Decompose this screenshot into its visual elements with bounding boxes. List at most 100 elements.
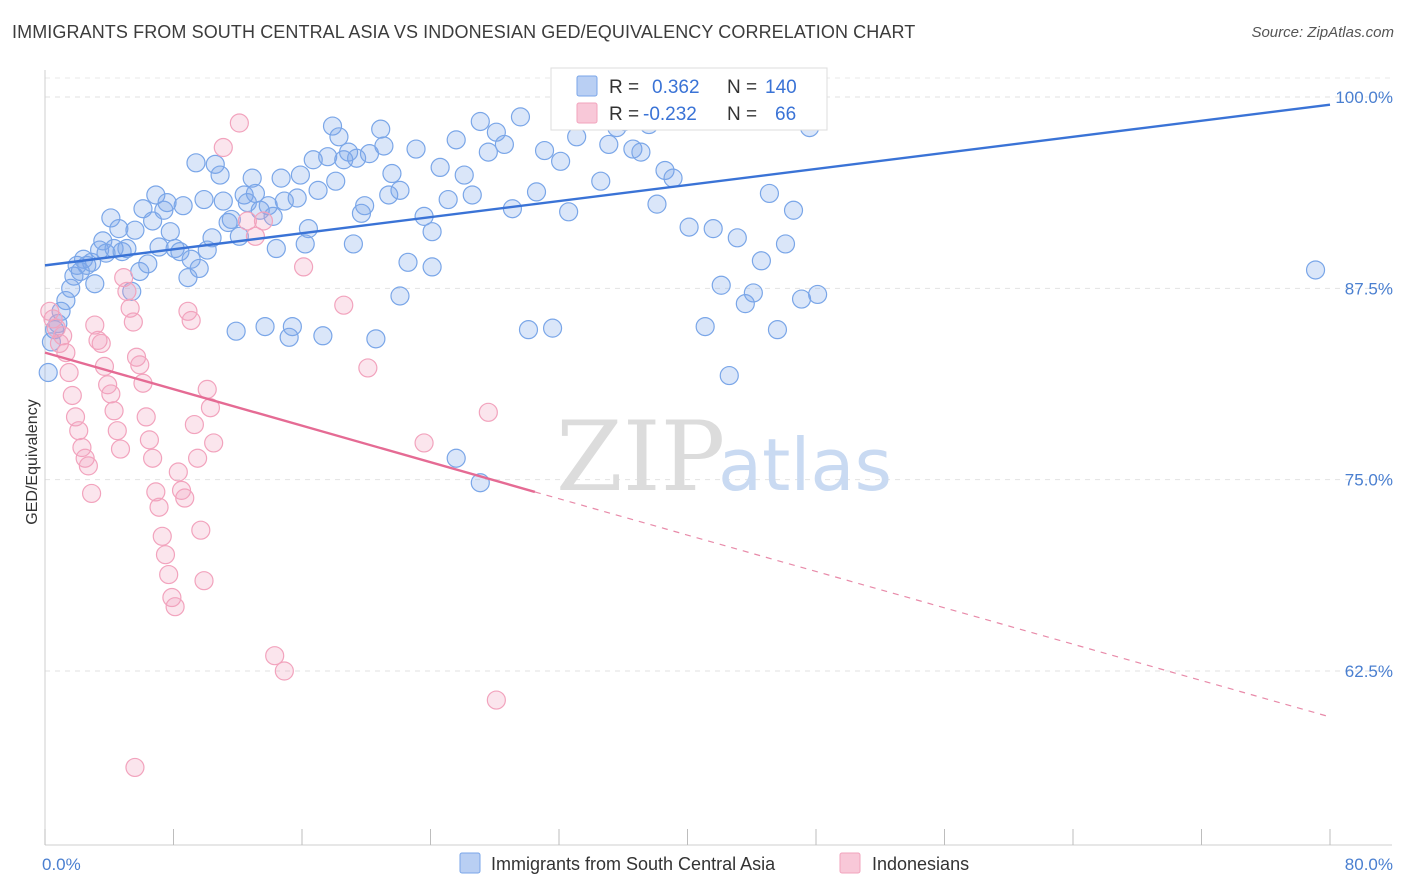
tick-labels: 100.0% 87.5% 75.0% 62.5% 0.0% 80.0%: [42, 88, 1393, 874]
point-pink-31: [139, 430, 160, 450]
trend-line-pink-dashed: [534, 491, 1331, 718]
chart-title: IMMIGRANTS FROM SOUTH CENTRAL ASIA VS IN…: [12, 22, 916, 42]
point-blue-127: [719, 365, 739, 386]
point-pink-42: [175, 488, 195, 508]
legend-n-value-1: 140: [765, 77, 797, 98]
point-pink-35: [152, 526, 172, 546]
legend-r-label-1: R =: [609, 77, 639, 98]
point-blue-124: [695, 317, 715, 337]
point-pink-21: [107, 421, 127, 441]
point-blue-107: [559, 202, 579, 222]
point-pink-26: [123, 312, 143, 332]
point-blue-102: [518, 320, 539, 340]
point-pink-40: [168, 462, 188, 482]
point-blue-136: [791, 289, 812, 309]
bottom-legend-swatch-pink: [839, 852, 861, 874]
point-pink-48: [194, 571, 214, 591]
point-blue-42: [202, 228, 222, 248]
point-blue-76: [343, 234, 363, 254]
point-pink-6: [59, 362, 79, 383]
point-pink-65: [125, 757, 145, 778]
point-blue-97: [478, 142, 498, 162]
point-blue-17: [101, 208, 121, 228]
point-blue-38: [186, 153, 206, 173]
point-pink-39: [165, 597, 185, 617]
x-tick-label-1: 80.0%: [1345, 855, 1393, 874]
point-blue-138: [808, 284, 828, 305]
point-blue-48: [226, 321, 246, 341]
y-axis-label: GED/Equivalency: [24, 399, 41, 524]
point-blue-91: [430, 157, 450, 178]
point-pink-49: [197, 379, 217, 399]
point-blue-21: [117, 238, 137, 259]
point-pink-46: [187, 448, 208, 468]
point-pink-7: [62, 385, 82, 406]
grid-lines: [45, 77, 1392, 672]
point-pink-64: [486, 690, 506, 710]
point-blue-47: [221, 209, 241, 230]
point-blue-85: [382, 163, 402, 184]
point-blue-32: [160, 222, 180, 242]
point-blue-72: [326, 171, 346, 191]
point-blue-31: [157, 193, 177, 213]
bottom-legend-label-1: Immigrants from South Central Asia: [491, 854, 776, 874]
point-pink-10: [72, 437, 92, 458]
point-blue-99: [494, 134, 514, 155]
point-blue-52: [242, 168, 262, 188]
point-pink-47: [191, 520, 211, 540]
point-blue-87: [398, 252, 418, 272]
point-pink-24: [117, 281, 137, 301]
point-blue-65: [295, 234, 315, 254]
point-blue-94: [454, 165, 474, 185]
point-blue-133: [767, 320, 788, 340]
legend-swatch-pink: [576, 102, 598, 124]
point-blue-88: [406, 139, 426, 159]
point-blue-86: [390, 180, 410, 200]
point-blue-135: [783, 200, 804, 220]
point-pink-36: [155, 545, 176, 565]
point-blue-35: [173, 196, 193, 216]
point-pink-52: [213, 137, 233, 158]
point-blue-66: [298, 219, 319, 239]
point-blue-59: [271, 168, 291, 188]
point-pink-14: [85, 315, 105, 335]
watermark: ZIP atlas: [556, 401, 892, 513]
point-blue-77: [347, 148, 367, 168]
x-tick-label-0: 0.0%: [42, 855, 81, 874]
point-pink-15: [88, 330, 108, 350]
trend-line-pink: [44, 351, 536, 494]
legend-r-value-1: 0.362: [652, 77, 700, 98]
point-blue-130: [743, 283, 763, 303]
point-blue-105: [542, 318, 563, 338]
point-pink-44: [181, 310, 201, 331]
point-blue-23: [125, 220, 145, 240]
point-blue-57: [263, 206, 283, 226]
legend: R = 0.362 N = 140 R = -0.232 N = 66: [550, 67, 828, 131]
trend-lines: [44, 103, 1331, 718]
point-pink-28: [130, 355, 150, 375]
point-blue-67: [303, 150, 323, 170]
point-blue-112: [599, 134, 619, 155]
point-blue-84: [379, 185, 399, 205]
legend-swatch-blue: [576, 75, 598, 97]
point-pink-54: [237, 211, 257, 231]
point-blue-120: [663, 168, 683, 188]
point-blue-79: [355, 196, 375, 216]
point-pink-62: [414, 433, 434, 453]
point-blue-142: [422, 257, 442, 277]
point-blue-0: [38, 362, 58, 383]
point-pink-4: [53, 326, 73, 346]
point-blue-62: [282, 317, 302, 337]
point-blue-82: [371, 119, 391, 139]
point-blue-46: [218, 212, 238, 233]
point-pink-20: [104, 401, 124, 421]
trend-line-blue: [44, 103, 1331, 267]
point-pink-53: [229, 113, 249, 133]
bottom-legend-label-2: Indonesians: [872, 854, 969, 874]
y-tick-label-3: 62.5%: [1345, 662, 1393, 681]
point-blue-58: [266, 238, 286, 259]
point-pink-59: [294, 257, 314, 277]
point-blue-103: [526, 182, 547, 202]
point-blue-128: [727, 228, 747, 248]
